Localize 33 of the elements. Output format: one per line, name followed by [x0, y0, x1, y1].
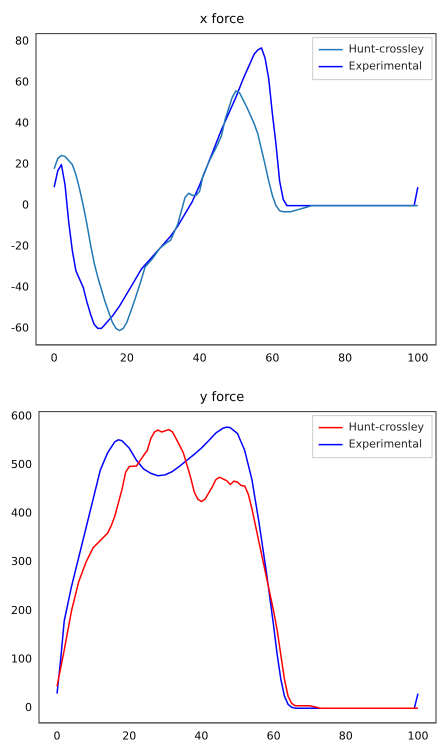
y-tick-label: -60 — [11, 321, 29, 334]
x-tick-label: 40 — [192, 351, 207, 364]
y-tick-label: 100 — [10, 652, 32, 666]
y-tick-label: 60 — [14, 76, 29, 89]
y-tick-label: 0 — [24, 701, 32, 714]
y-tick-label: 20 — [14, 157, 29, 170]
y-tick-label: 0 — [22, 198, 29, 212]
y-tick-label: 500 — [10, 458, 32, 471]
y-tick-label: 300 — [10, 555, 32, 568]
legend-label: Hunt-crossley — [348, 420, 424, 434]
y-tick-label: -20 — [11, 239, 29, 252]
chart-title: y force — [200, 390, 244, 406]
y-tick-label: 40 — [14, 116, 29, 130]
x-tick-label: 20 — [122, 729, 136, 742]
x-tick-label: 100 — [407, 351, 428, 364]
x-tick-label: 60 — [266, 729, 281, 742]
x-tick-label: 60 — [265, 351, 280, 364]
y-tick-label: 80 — [14, 34, 29, 48]
y-tick-label: 400 — [10, 506, 32, 520]
y-tick-label: -40 — [11, 280, 29, 294]
y-tick-label: 200 — [10, 604, 32, 617]
y-tick-label: 600 — [10, 409, 32, 422]
x-tick-label: 20 — [120, 351, 134, 364]
legend-label: Experimental — [348, 437, 422, 450]
chart-title: x force — [200, 12, 244, 28]
x-tick-label: 80 — [338, 351, 352, 364]
legend-label: Experimental — [348, 59, 422, 72]
legend-label: Hunt-crossley — [348, 42, 424, 56]
x-tick-label: 100 — [407, 729, 428, 742]
x-tick-label: 40 — [194, 729, 208, 742]
x-tick-label: 0 — [50, 351, 58, 364]
x-tick-label: 80 — [338, 729, 353, 742]
x-tick-label: 0 — [54, 729, 61, 742]
